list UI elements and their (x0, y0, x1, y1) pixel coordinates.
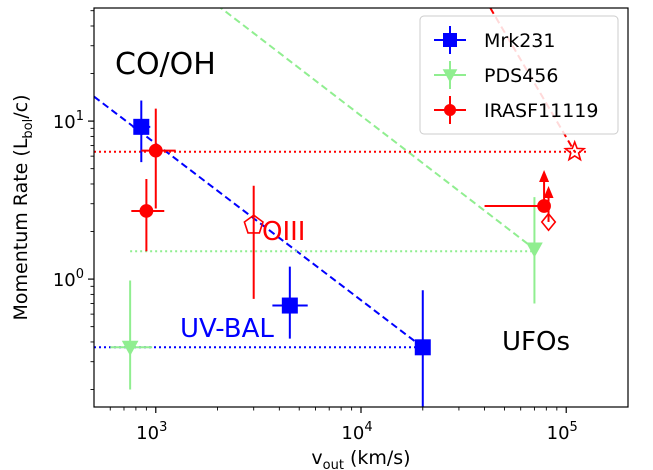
marker-Mrk231-2 (414, 339, 431, 356)
annotations: CO/OH OIII UV-BAL UFOs (115, 47, 570, 357)
legend-marker-PDS456 (442, 69, 458, 83)
open-marker-2 (540, 185, 557, 232)
point-Mrk231-1 (272, 266, 308, 339)
x-tick-label-1: 104 (341, 420, 372, 444)
point-Mrk231-0 (132, 100, 151, 163)
open-limit-arrow-2-head (543, 185, 554, 198)
open-marker-1 (563, 139, 587, 162)
legend-label-Mrk231: Mrk231 (484, 30, 555, 52)
data-points (110, 100, 587, 407)
legend-marker-IRASF11119 (443, 103, 457, 117)
annotation-ufos: UFOs (502, 327, 570, 357)
marker-IRASF11119-0 (148, 143, 163, 158)
point-Mrk231-2 (414, 290, 431, 407)
point-PDS456-1 (526, 197, 543, 304)
marker-IRASF11119-1 (139, 204, 154, 218)
open-marker-0 (243, 185, 264, 299)
open-star-marker-1 (563, 139, 587, 162)
legend-item-PDS456: PDS456 (434, 61, 558, 89)
open-diamond-marker-2 (540, 212, 557, 232)
legend-label-IRASF11119: IRASF11119 (484, 100, 598, 122)
legend-box (419, 15, 619, 135)
marker-Mrk231-0 (133, 118, 150, 135)
limit-arrow-IRASF11119-2-head (539, 170, 550, 183)
marker-PDS456-0 (121, 340, 139, 356)
reference-line-0 (94, 95, 424, 349)
legend-item-IRASF11119: IRASF11119 (434, 96, 598, 124)
axes: 103 104 105 100 101 vout (km/s) Momentum Rate … (10, 10, 578, 470)
point-IRASF11119-1 (131, 179, 165, 252)
annotation-uv-bal: UV-BAL (180, 314, 274, 344)
legend-item-Mrk231: Mrk231 (434, 26, 555, 54)
legend-marker-Mrk231 (443, 33, 457, 47)
marker-Mrk231-1 (281, 297, 298, 314)
point-IRASF11119-0 (141, 108, 176, 209)
reference-line-1 (219, 8, 536, 250)
marker-IRASF11119-2 (537, 199, 551, 213)
y-tick-label-0: 100 (53, 267, 84, 291)
marker-PDS456-1 (526, 242, 543, 258)
annotation-oiii: OIII (262, 217, 305, 247)
y-axis-label: Momentum Rate (Lbol/c) (10, 95, 36, 321)
open-pentagon-marker-0 (243, 214, 264, 234)
x-tick-label-2: 105 (547, 420, 578, 444)
point-IRASF11119-2 (484, 170, 551, 213)
x-axis-label: vout (km/s) (311, 447, 410, 470)
legend-label-PDS456: PDS456 (484, 65, 558, 87)
x-tick-label-0: 103 (136, 420, 167, 444)
legend: Mrk231 PDS456 IRASF11119 (419, 15, 619, 135)
point-PDS456-0 (110, 280, 153, 390)
y-tick-label-1: 101 (53, 109, 84, 133)
annotation-co-oh: CO/OH (115, 47, 216, 82)
